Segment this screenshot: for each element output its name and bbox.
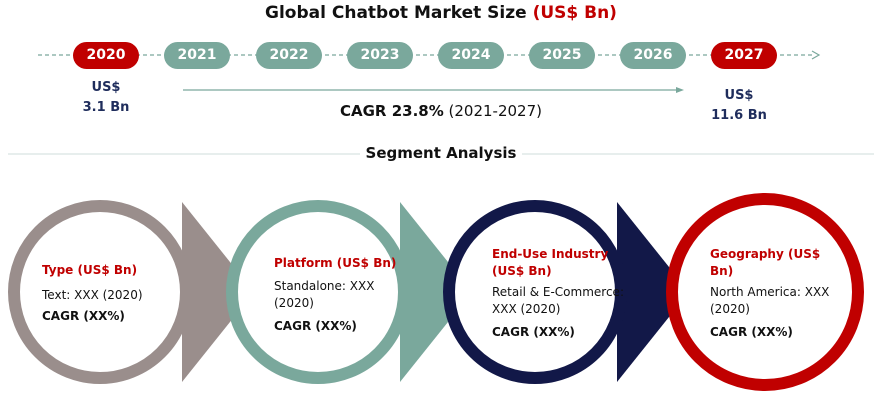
segment-circle-type [8, 200, 254, 384]
year-pill-2025: 2025 [529, 42, 595, 69]
segment-type: Type (US$ Bn) Text: XXX (2020) CAGR (XX%… [42, 262, 172, 325]
segment-circle-geography [666, 193, 864, 391]
end-value: US$ 11.6 Bn [699, 86, 779, 126]
year-pill-2020: 2020 [73, 42, 139, 69]
title-main: Global Chatbot Market Size [265, 3, 527, 23]
segment-end-use: End-Use Industry (US$ Bn) Retail & E-Com… [492, 246, 632, 341]
segment-circle-platform [226, 200, 472, 384]
page-title: Global Chatbot Market Size (US$ Bn) [0, 3, 882, 23]
segment-end-use-cagr: CAGR (XX%) [492, 325, 575, 339]
segment-type-heading: Type (US$ Bn) [42, 263, 138, 277]
segment-geography-line2: (2020) [710, 302, 750, 316]
segment-circle-end-use [443, 200, 689, 384]
segment-platform-cagr: CAGR (XX%) [274, 319, 357, 333]
year-pill-2027: 2027 [711, 42, 777, 69]
year-pill-2026: 2026 [620, 42, 686, 69]
year-pill-2023: 2023 [347, 42, 413, 69]
cagr-arrow-head [676, 87, 684, 93]
start-value-amount: 3.1 Bn [82, 100, 130, 115]
segment-end-use-heading2: (US$ Bn) [492, 264, 552, 278]
cagr-label: CAGR 23.8% [340, 102, 444, 120]
cagr-period: (2021-2027) [448, 102, 542, 120]
start-value: US$ 3.1 Bn [66, 78, 146, 118]
segment-geography-heading: Geography (US$ [710, 247, 821, 261]
segment-geography-cagr: CAGR (XX%) [710, 325, 793, 339]
segment-platform: Platform (US$ Bn) Standalone: XXX (2020)… [274, 255, 409, 335]
segment-end-use-line1: Retail & E-Commerce: [492, 285, 624, 299]
timeline-arrow-head [811, 50, 821, 60]
year-pill-2024: 2024 [438, 42, 504, 69]
segment-end-use-heading: End-Use Industry [492, 247, 609, 261]
segment-geography-heading2: Bn) [710, 264, 734, 278]
year-pill-2022: 2022 [256, 42, 322, 69]
segment-platform-line2: (2020) [274, 296, 314, 310]
segment-geography-line1: North America: XXX [710, 285, 830, 299]
segment-analysis-title: Segment Analysis [360, 144, 522, 164]
title-accent: (US$ Bn) [532, 3, 617, 23]
segment-geography: Geography (US$ Bn) North America: XXX (2… [710, 246, 840, 341]
cagr-summary: CAGR 23.8% (2021-2027) [0, 102, 882, 120]
segment-type-cagr: CAGR (XX%) [42, 309, 125, 323]
end-value-unit: US$ [724, 88, 754, 103]
year-pill-2021: 2021 [164, 42, 230, 69]
start-value-unit: US$ [91, 80, 121, 95]
end-value-amount: 11.6 Bn [711, 108, 767, 123]
segment-platform-heading: Platform (US$ Bn) [274, 256, 397, 270]
segment-platform-line1: Standalone: XXX [274, 279, 375, 293]
segment-type-line1: Text: XXX (2020) [42, 288, 143, 302]
segment-end-use-line2: XXX (2020) [492, 302, 561, 316]
